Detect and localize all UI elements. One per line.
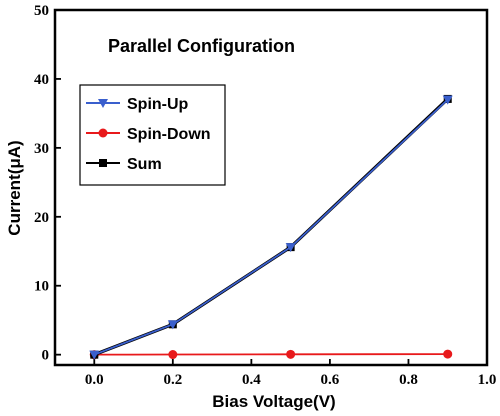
y-tick-label: 50 xyxy=(34,3,49,19)
data-point xyxy=(443,349,453,359)
x-tick-label: 0.0 xyxy=(85,372,104,388)
y-tick-label: 30 xyxy=(34,141,49,157)
legend: Spin-Up Spin-Down Sum xyxy=(79,84,226,186)
y-axis-title: Current(μA) xyxy=(5,140,24,235)
legend-label: Spin-Up xyxy=(127,96,189,113)
x-axis-title: Bias Voltage(V) xyxy=(212,392,335,411)
series-spin-down xyxy=(89,349,453,360)
x-tick-label: 0.6 xyxy=(321,372,340,388)
data-point xyxy=(285,243,296,253)
legend-label: Spin-Down xyxy=(127,126,211,143)
x-tick-label: 0.8 xyxy=(399,372,418,388)
chart-title: Parallel Configuration xyxy=(108,36,295,56)
data-point xyxy=(167,320,178,330)
x-tick-label: 0.2 xyxy=(163,372,182,388)
data-point xyxy=(168,350,178,360)
y-tick-label: 40 xyxy=(34,72,49,88)
data-point xyxy=(286,349,296,359)
series-spin-up xyxy=(89,95,453,360)
legend-marker xyxy=(99,159,107,167)
legend-marker xyxy=(98,99,108,108)
y-tick-label: 0 xyxy=(42,348,50,364)
series-line xyxy=(93,98,449,356)
x-tick-label: 0.4 xyxy=(242,372,261,388)
legend-label: Sum xyxy=(127,156,162,173)
y-tick-label: 20 xyxy=(34,210,49,226)
data-point xyxy=(442,95,453,105)
y-tick-label: 10 xyxy=(34,279,49,295)
series-line xyxy=(94,353,448,356)
data-point xyxy=(89,350,100,360)
legend-marker xyxy=(98,128,108,138)
plot-frame xyxy=(53,8,489,367)
x-tick-label: 1.0 xyxy=(478,372,497,388)
